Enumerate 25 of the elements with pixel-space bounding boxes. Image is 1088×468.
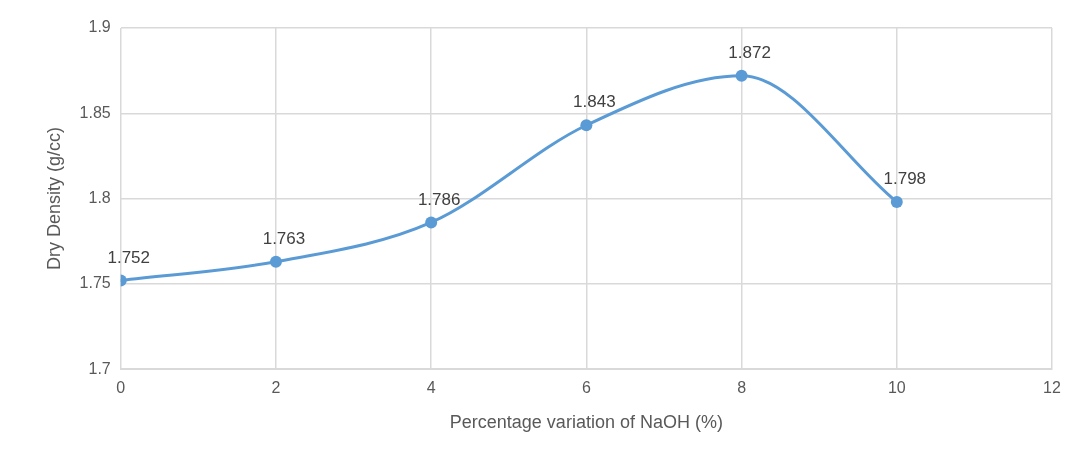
x-tick-label: 4 [426, 379, 436, 397]
data-label: 1.872 [728, 42, 771, 62]
point [269, 255, 282, 268]
point [890, 196, 903, 209]
data-label: 1.752 [107, 247, 151, 267]
x-axis-title: Percentage variation of NaOH (%) [449, 412, 723, 433]
point [425, 216, 438, 229]
data-label: 1.763 [262, 228, 306, 248]
y-tick-label: 1.7 [88, 359, 111, 377]
y-tick-label: 1.9 [88, 18, 111, 36]
y-axis-title: Dry Density (g/cc) [43, 127, 64, 271]
data-label: 1.798 [883, 169, 927, 189]
data-label: 1.786 [417, 189, 461, 209]
x-tick-label: 8 [737, 379, 747, 397]
x-tick-label: 0 [116, 379, 126, 397]
point [580, 119, 593, 132]
x-tick-label: 12 [1043, 379, 1061, 397]
y-tick-label: 1.85 [79, 103, 111, 121]
point [735, 69, 748, 82]
x-tick-label: 6 [581, 379, 591, 397]
y-tick-label: 1.8 [88, 189, 111, 207]
y-tick-label: 1.75 [79, 274, 111, 292]
data-label: 1.843 [573, 92, 616, 112]
x-tick-label: 10 [887, 379, 906, 397]
x-tick-label: 2 [271, 379, 281, 397]
